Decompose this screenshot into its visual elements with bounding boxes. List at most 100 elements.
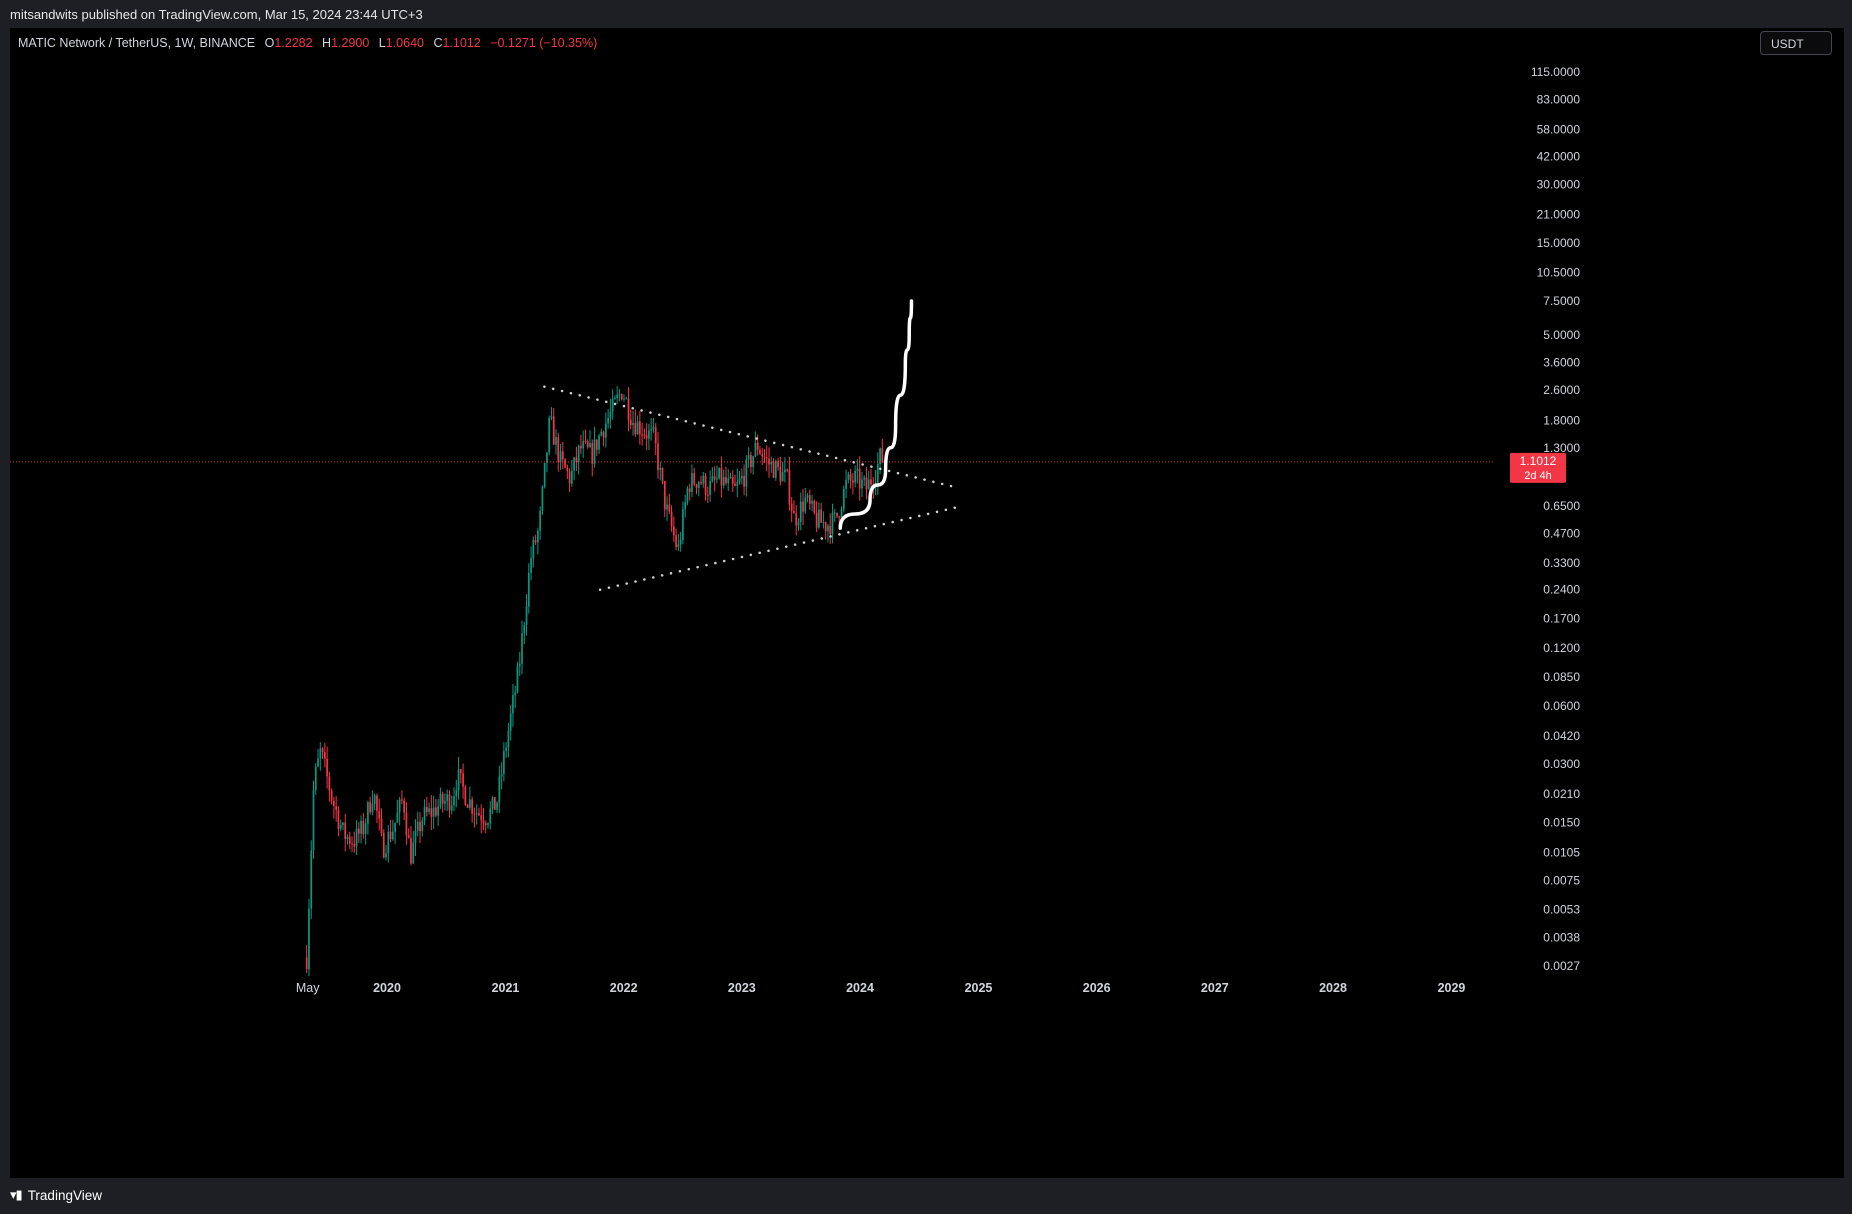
candle-body — [394, 822, 396, 832]
candle-body — [344, 822, 347, 840]
candle-body — [620, 394, 623, 400]
candle-body — [827, 525, 829, 532]
candle-body — [856, 468, 859, 472]
candle-body — [627, 398, 630, 420]
candle-body — [727, 478, 730, 484]
candle-body — [623, 398, 625, 400]
candle-body — [398, 799, 401, 813]
candle-body — [552, 416, 555, 445]
candle-body — [550, 416, 553, 418]
y-axis-tick-label: 0.1200 — [1543, 641, 1580, 655]
candle-body — [423, 806, 426, 821]
candle-body — [881, 448, 884, 462]
candle-body — [475, 813, 478, 815]
candle-body — [636, 421, 639, 435]
candle-body — [539, 510, 541, 531]
y-axis-tick-label: 115.0000 — [1531, 65, 1580, 79]
candle-body — [756, 442, 759, 450]
candle-body — [709, 481, 711, 496]
candle-body — [786, 469, 789, 471]
candle-body — [478, 813, 480, 816]
candle-body — [523, 624, 526, 634]
candle-body — [464, 786, 467, 805]
candle-body — [564, 459, 566, 468]
x-axis-tick-label: 2027 — [1201, 981, 1229, 995]
y-axis-tick-label: 0.0038 — [1543, 931, 1580, 945]
high-value: 1.2900 — [331, 36, 370, 50]
x-axis-tick-label: 2025 — [965, 981, 993, 995]
candle-body — [743, 476, 745, 487]
tradingview-logo[interactable]: ▾▮ TradingView — [10, 1188, 102, 1203]
candle-body — [611, 398, 614, 412]
y-axis-tick-label: 42.0000 — [1537, 149, 1581, 163]
chart-pane[interactable]: 115.0000 83.0000 58.0000 42.0000 30.0000 21.0… — [10, 28, 1844, 1178]
candle-body — [870, 479, 872, 485]
currency-button[interactable]: USDT — [1760, 31, 1832, 55]
change-value: −0.1271 (−10.35%) — [490, 36, 598, 50]
open-value: 1.2282 — [274, 36, 313, 50]
y-axis-tick-label: 2.6000 — [1543, 383, 1580, 397]
candle-body — [858, 468, 861, 489]
y-axis-tick-label: 58.0000 — [1537, 122, 1581, 136]
candle-body — [725, 477, 727, 484]
candle-body — [813, 500, 816, 513]
candle-body — [670, 511, 673, 527]
candle-body — [457, 769, 460, 791]
y-axis-tick-label: 21.0000 — [1537, 208, 1581, 222]
candle-body — [471, 799, 474, 814]
candle-body — [638, 421, 641, 435]
candle-body — [469, 799, 471, 808]
x-axis-tick-label: 2021 — [492, 981, 520, 995]
price-chart[interactable]: 115.0000 83.0000 58.0000 42.0000 30.0000 21.0… — [10, 28, 1844, 1178]
candle-body — [745, 459, 748, 487]
y-axis-tick-label: 30.0000 — [1537, 178, 1581, 192]
candle-body — [688, 488, 691, 492]
close-label: C — [433, 36, 443, 50]
y-axis-tick-label: 0.0075 — [1543, 874, 1580, 888]
candle-body — [459, 769, 462, 774]
candle-body — [412, 842, 415, 864]
candle-body — [448, 794, 451, 811]
candle-body — [546, 452, 548, 463]
projection-curve[interactable] — [838, 299, 914, 530]
candle-body — [518, 663, 521, 667]
candle-body — [788, 469, 791, 505]
candle-body — [419, 821, 421, 832]
candle-body — [736, 481, 739, 486]
candle-body — [697, 482, 700, 488]
upper-trendline[interactable] — [543, 385, 955, 488]
candle-body — [614, 397, 616, 399]
candle-body — [738, 478, 741, 482]
candle-body — [371, 803, 374, 813]
y-axis-tick-label: 0.6500 — [1543, 499, 1580, 513]
lower-trendline[interactable] — [598, 504, 963, 591]
candle-body — [584, 441, 587, 443]
candle-body — [691, 473, 693, 492]
symbol-name[interactable]: MATIC Network / TetherUS, 1W, BINANCE — [18, 36, 256, 50]
candle-body — [527, 572, 530, 607]
candle-body — [718, 467, 721, 479]
candle-body — [779, 466, 782, 482]
candle-body — [808, 495, 811, 504]
candle-body — [396, 812, 399, 823]
y-axis-tick-label: 0.0420 — [1543, 729, 1580, 743]
candle-body — [378, 810, 381, 819]
candle-body — [774, 460, 777, 478]
candle-body — [663, 481, 666, 510]
candle-body — [865, 477, 868, 490]
candle-body — [763, 456, 766, 458]
price-badge-value: 1.1012 — [1520, 454, 1557, 468]
candle-body — [425, 806, 428, 812]
candle-body — [645, 435, 648, 439]
candle-body — [323, 752, 326, 759]
candle-body — [530, 558, 532, 573]
tradingview-logo-icon: ▾▮ — [10, 1188, 23, 1203]
close-value: 1.1012 — [442, 36, 481, 50]
candle-body — [416, 821, 419, 831]
candle-body — [784, 469, 786, 473]
y-axis-tick-label: 0.0850 — [1543, 670, 1580, 684]
candle-body — [577, 445, 580, 463]
candle-body — [582, 441, 585, 449]
candle-body — [641, 434, 643, 436]
candle-body — [806, 495, 809, 498]
